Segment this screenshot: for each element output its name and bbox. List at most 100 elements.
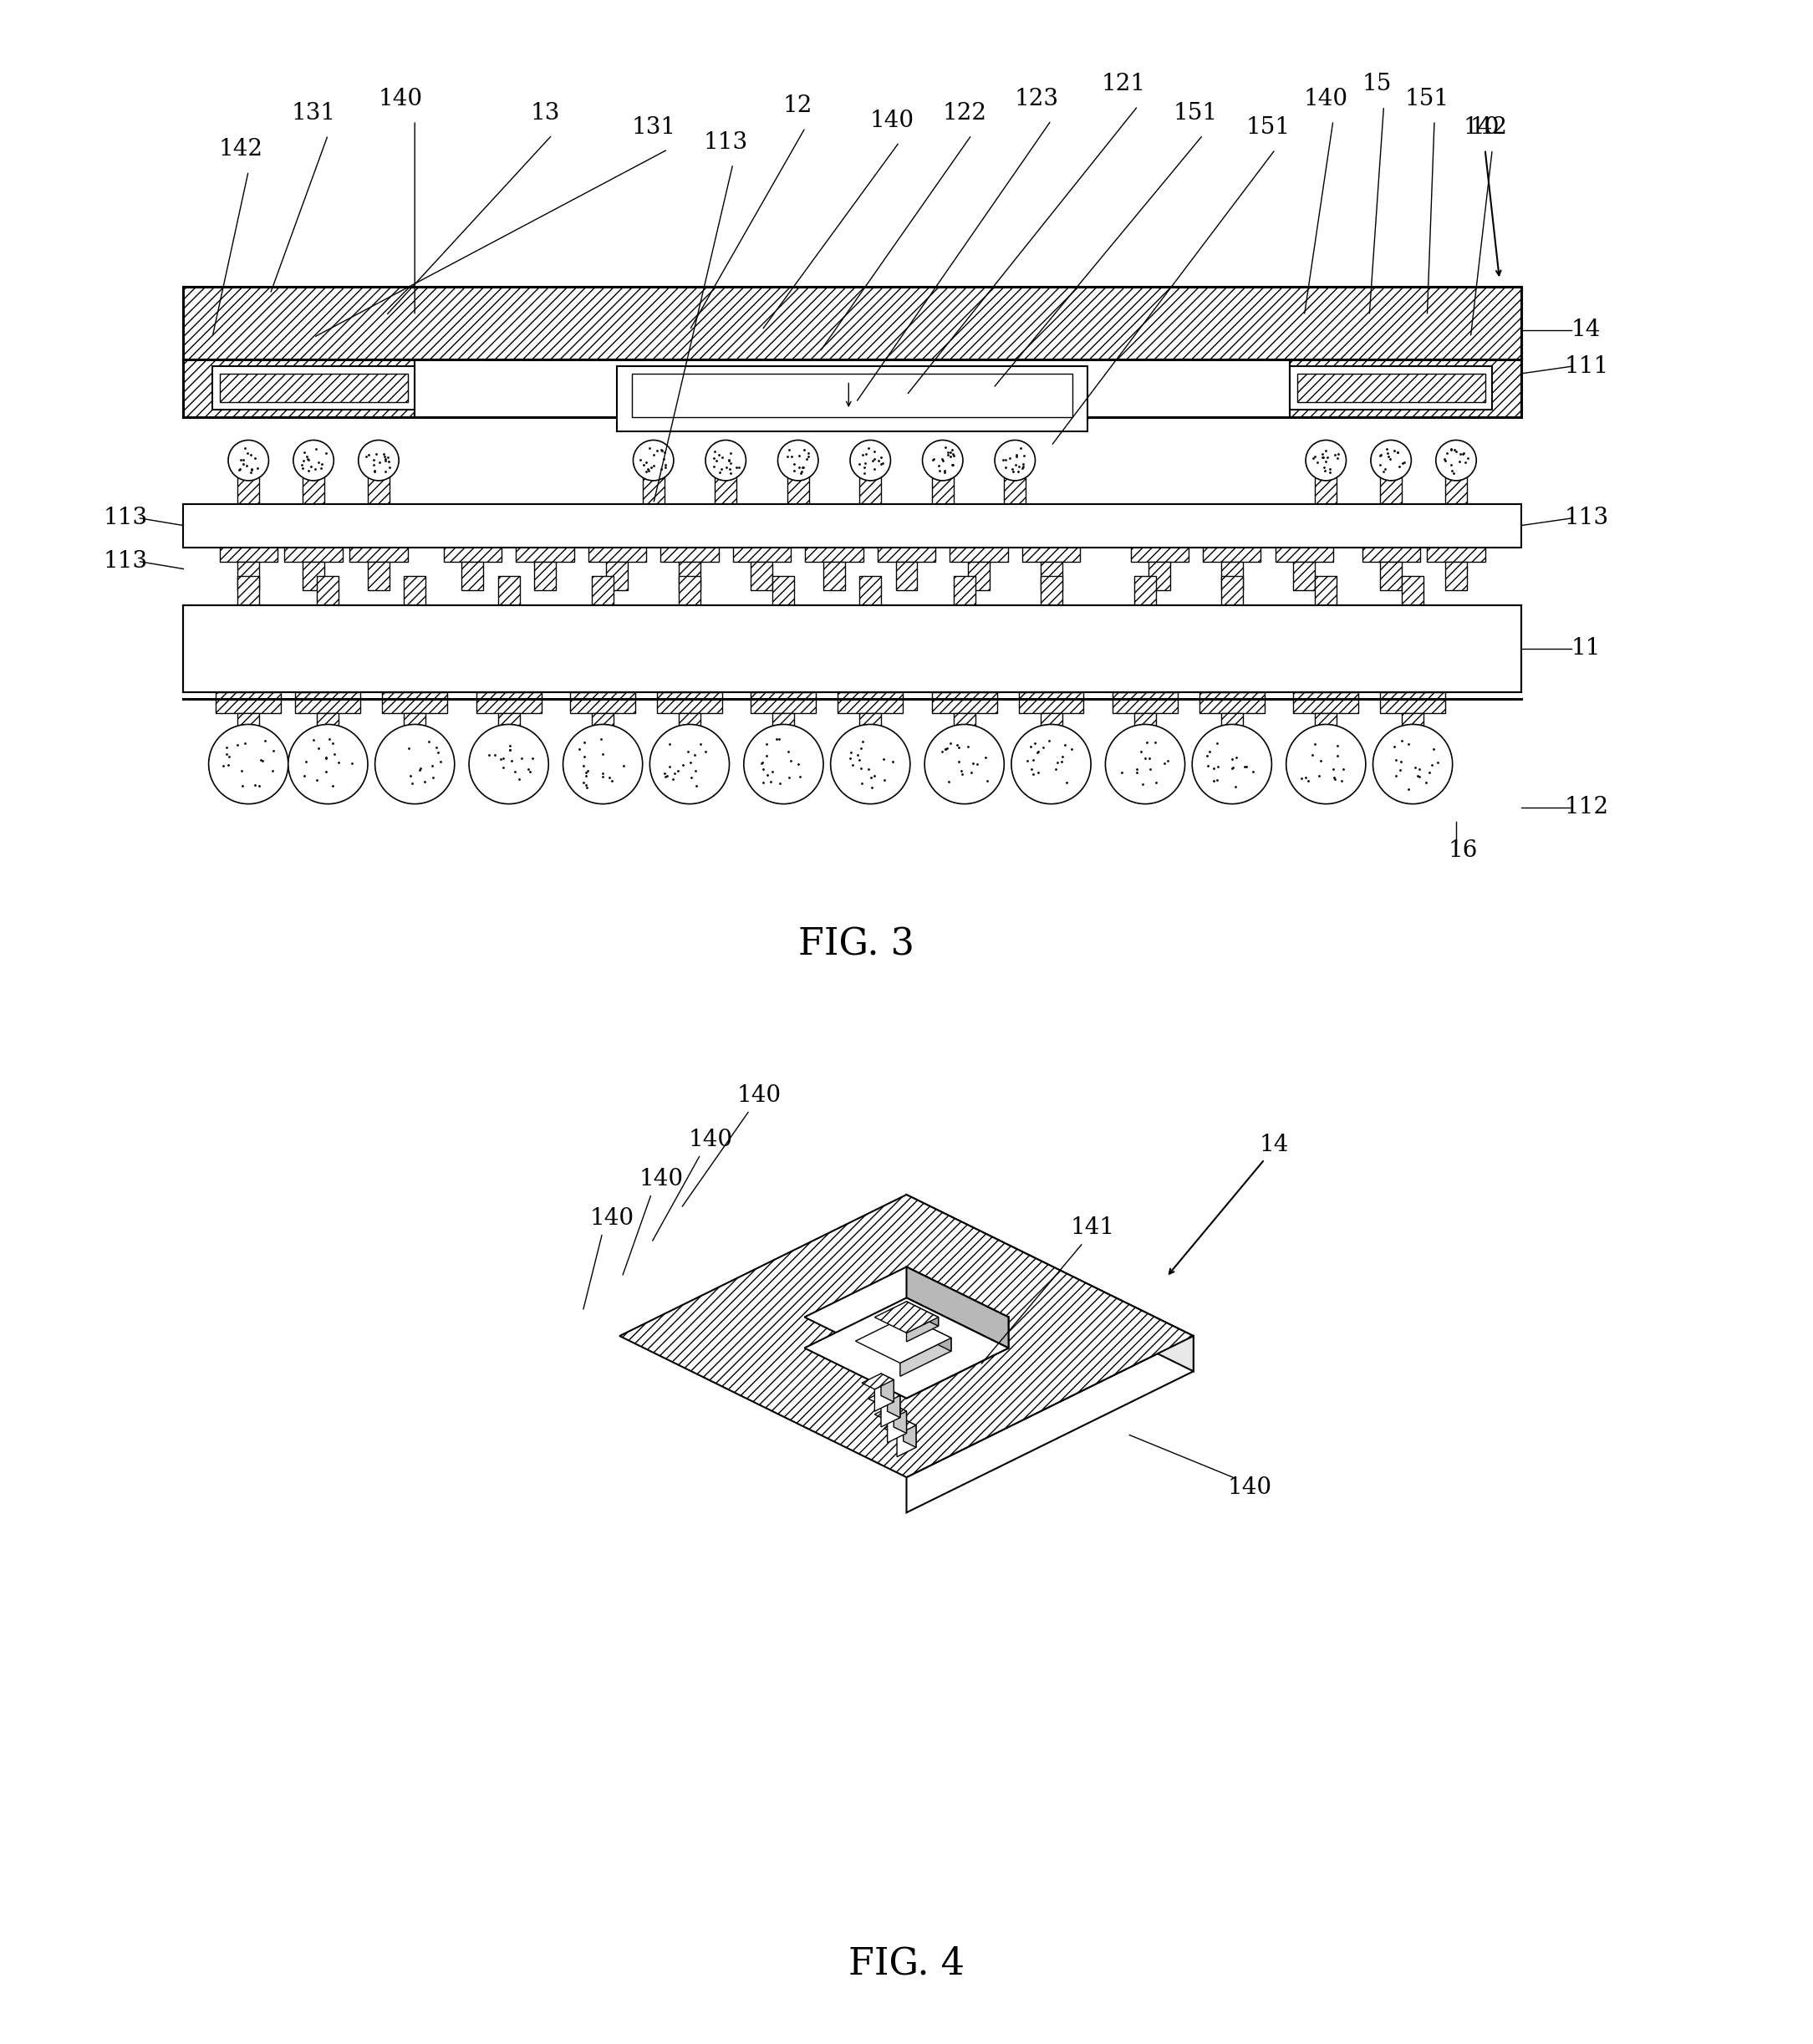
Bar [368, 474, 390, 503]
Polygon shape [897, 1425, 916, 1457]
Bar [772, 713, 794, 742]
Text: 14: 14 [1572, 319, 1601, 341]
Bar [1204, 540, 1260, 562]
Bar [477, 605, 542, 628]
Bar [1275, 540, 1333, 562]
Polygon shape [906, 1194, 1193, 1372]
Bar [462, 562, 484, 591]
Text: FIG. 4: FIG. 4 [848, 1946, 965, 1983]
Circle shape [923, 439, 963, 480]
Bar [751, 691, 816, 713]
Bar [954, 576, 975, 605]
Circle shape [288, 724, 368, 803]
Circle shape [208, 724, 288, 803]
Bar [216, 605, 281, 628]
Bar [1445, 474, 1467, 503]
Bar [1135, 576, 1157, 605]
Bar [787, 474, 809, 503]
Bar [606, 562, 627, 591]
Bar [877, 540, 936, 562]
Text: 140: 140 [379, 88, 422, 110]
Bar [714, 474, 736, 503]
Bar [1113, 691, 1178, 713]
Bar [517, 540, 575, 562]
Bar [499, 713, 520, 742]
Bar [1314, 713, 1336, 742]
Bar [1222, 576, 1242, 605]
Text: 123: 123 [1015, 88, 1059, 110]
Bar [1019, 605, 1084, 628]
Bar [696, 503, 754, 525]
Bar [1362, 503, 1420, 525]
Text: 121: 121 [1100, 74, 1146, 96]
Bar [219, 374, 408, 403]
Text: 151: 151 [1405, 88, 1449, 110]
Polygon shape [906, 1316, 952, 1351]
Circle shape [778, 439, 818, 480]
Circle shape [850, 439, 890, 480]
Circle shape [1285, 724, 1365, 803]
Bar [859, 576, 881, 605]
Bar [932, 691, 997, 713]
Bar [1293, 562, 1314, 591]
Bar [303, 474, 325, 503]
Bar [317, 576, 339, 605]
Bar [896, 562, 917, 591]
Polygon shape [906, 1302, 939, 1327]
Bar [183, 503, 1521, 548]
Bar [859, 713, 881, 742]
Bar [1200, 691, 1264, 713]
Bar [642, 474, 664, 503]
Bar [591, 713, 613, 742]
Text: 141: 141 [1071, 1216, 1115, 1239]
Polygon shape [906, 1267, 1008, 1349]
Circle shape [995, 439, 1035, 480]
Circle shape [1436, 439, 1476, 480]
Polygon shape [887, 1390, 899, 1419]
Circle shape [925, 724, 1004, 803]
Bar [1380, 605, 1445, 628]
Bar [444, 540, 502, 562]
Polygon shape [894, 1404, 906, 1433]
Circle shape [649, 724, 729, 803]
Polygon shape [887, 1410, 906, 1443]
Polygon shape [805, 1267, 1008, 1367]
Bar [1296, 374, 1485, 403]
Bar [1041, 713, 1062, 742]
Polygon shape [805, 1298, 1008, 1398]
Bar [1314, 474, 1336, 503]
Bar [285, 540, 343, 562]
Bar [1041, 576, 1062, 605]
Bar [624, 503, 682, 525]
Polygon shape [903, 1419, 916, 1447]
Polygon shape [861, 1374, 894, 1390]
Bar [751, 562, 772, 591]
Bar [838, 605, 903, 628]
Bar [678, 576, 700, 605]
Bar [296, 691, 361, 713]
Bar [296, 605, 361, 628]
Bar [404, 576, 426, 605]
Bar [183, 605, 1521, 691]
Bar [1113, 605, 1178, 628]
Bar [678, 713, 700, 742]
Bar [219, 540, 277, 562]
Text: 113: 113 [103, 550, 147, 572]
Circle shape [830, 724, 910, 803]
Bar [1445, 562, 1467, 591]
Circle shape [564, 724, 642, 803]
Bar [914, 503, 972, 525]
Bar [1362, 540, 1420, 562]
Bar [477, 691, 542, 713]
Text: 112: 112 [1565, 797, 1608, 820]
Polygon shape [906, 1316, 939, 1341]
Text: 140: 140 [638, 1167, 684, 1190]
Bar [1041, 562, 1062, 591]
Circle shape [228, 439, 268, 480]
Bar [535, 562, 557, 591]
Text: 142: 142 [1463, 117, 1507, 139]
Bar [841, 503, 899, 525]
Bar [216, 691, 281, 713]
Circle shape [1371, 439, 1411, 480]
Bar [859, 474, 881, 503]
